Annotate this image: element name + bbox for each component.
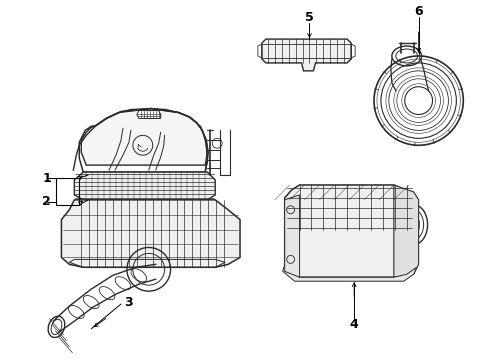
Polygon shape	[394, 185, 418, 277]
Polygon shape	[61, 200, 240, 267]
Polygon shape	[262, 39, 351, 71]
Text: 4: 4	[350, 318, 359, 331]
Text: 1: 1	[42, 171, 51, 185]
Polygon shape	[285, 185, 414, 277]
Text: 5: 5	[305, 11, 314, 24]
Text: 2: 2	[42, 195, 51, 208]
Text: 6: 6	[415, 5, 423, 18]
Polygon shape	[283, 264, 416, 281]
Polygon shape	[285, 195, 299, 277]
Polygon shape	[74, 172, 215, 200]
Text: 3: 3	[124, 296, 133, 309]
Polygon shape	[81, 109, 207, 165]
